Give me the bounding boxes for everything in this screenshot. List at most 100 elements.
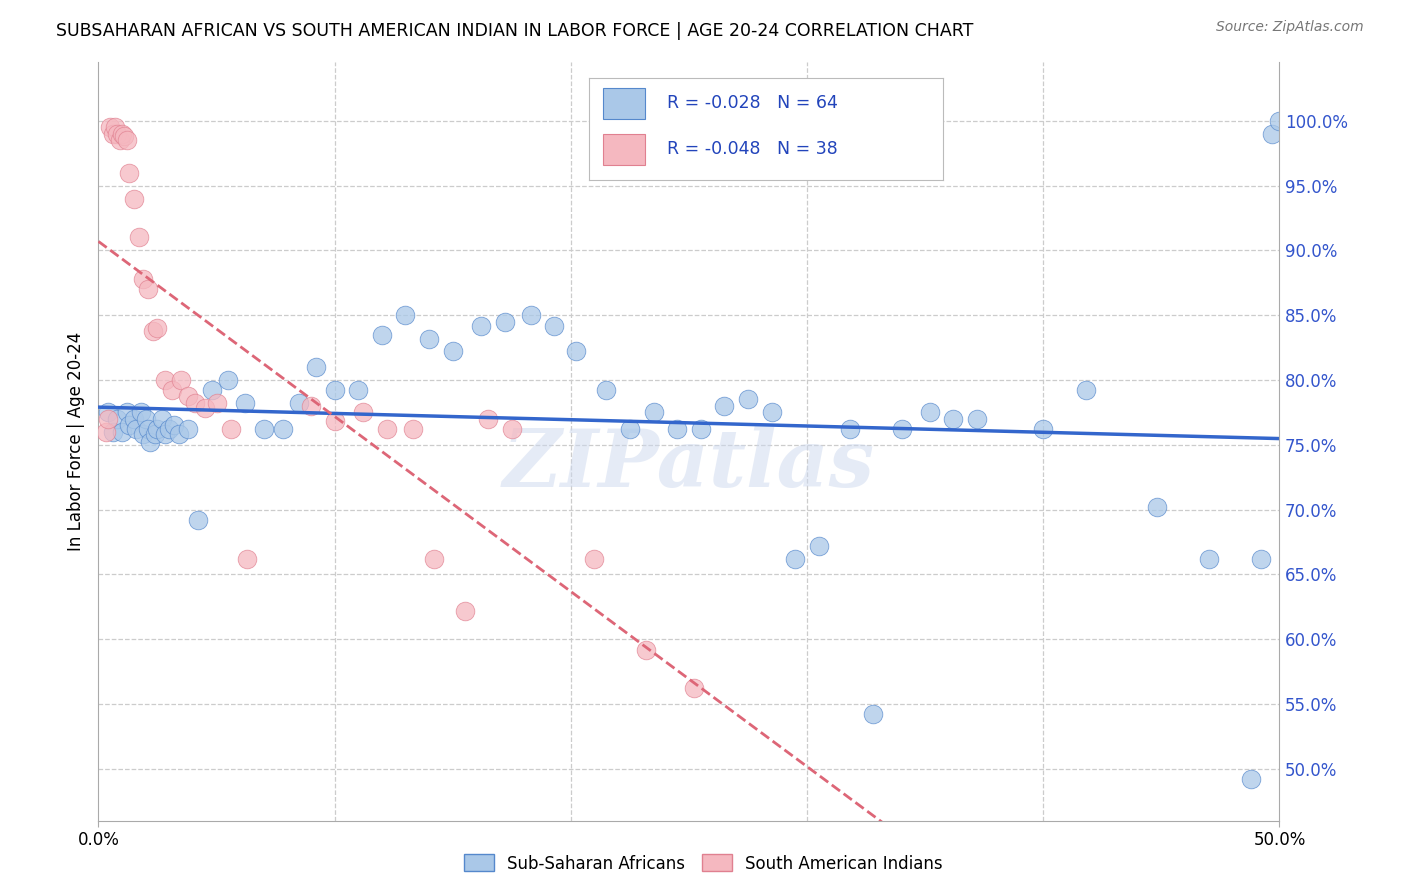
- Point: [219, 422, 242, 436]
- Point: [105, 127, 128, 141]
- Point: [375, 422, 398, 436]
- Point: [271, 422, 294, 436]
- Point: [217, 373, 239, 387]
- Point: [785, 551, 807, 566]
- Point: [205, 396, 228, 410]
- Point: [233, 396, 256, 410]
- Point: [666, 422, 689, 436]
- Point: [1240, 772, 1263, 787]
- Point: [104, 120, 127, 135]
- Point: [643, 405, 665, 419]
- Point: [441, 344, 464, 359]
- Point: [94, 425, 117, 439]
- Point: [1250, 551, 1272, 566]
- Point: [111, 127, 134, 141]
- Point: [394, 308, 416, 322]
- Point: [636, 642, 658, 657]
- Point: [838, 422, 860, 436]
- Point: [477, 412, 499, 426]
- Point: [299, 399, 322, 413]
- Point: [153, 427, 176, 442]
- Legend: Sub-Saharan Africans, South American Indians: Sub-Saharan Africans, South American Ind…: [457, 847, 949, 880]
- Point: [97, 405, 120, 419]
- Point: [170, 373, 193, 387]
- Point: [453, 604, 475, 618]
- Point: [236, 551, 259, 566]
- Point: [494, 315, 516, 329]
- Point: [595, 384, 617, 398]
- Point: [132, 272, 155, 286]
- Point: [1268, 113, 1291, 128]
- Text: Source: ZipAtlas.com: Source: ZipAtlas.com: [1216, 20, 1364, 34]
- Point: [118, 166, 141, 180]
- Point: [371, 327, 394, 342]
- Point: [323, 414, 346, 428]
- Point: [177, 388, 200, 402]
- Point: [115, 133, 138, 147]
- Point: [543, 318, 565, 333]
- Point: [761, 405, 783, 419]
- Point: [807, 539, 830, 553]
- Point: [862, 707, 884, 722]
- Point: [115, 405, 138, 419]
- Point: [160, 384, 183, 398]
- Point: [519, 308, 541, 322]
- Point: [288, 396, 311, 410]
- Point: [150, 412, 173, 426]
- Point: [167, 427, 190, 442]
- Point: [1198, 551, 1220, 566]
- Point: [153, 373, 176, 387]
- Point: [118, 418, 141, 433]
- Point: [157, 422, 180, 436]
- Point: [146, 321, 169, 335]
- Point: [101, 425, 124, 439]
- Point: [122, 192, 145, 206]
- Point: [966, 412, 988, 426]
- Point: [122, 412, 145, 426]
- Point: [201, 384, 224, 398]
- Point: [1032, 422, 1054, 436]
- Point: [253, 422, 276, 436]
- Text: SUBSAHARAN AFRICAN VS SOUTH AMERICAN INDIAN IN LABOR FORCE | AGE 20-24 CORRELATI: SUBSAHARAN AFRICAN VS SOUTH AMERICAN IND…: [56, 22, 973, 40]
- Point: [101, 127, 124, 141]
- Y-axis label: In Labor Force | Age 20-24: In Labor Force | Age 20-24: [66, 332, 84, 551]
- Point: [129, 405, 152, 419]
- Point: [423, 551, 446, 566]
- Point: [146, 422, 169, 436]
- Point: [108, 133, 131, 147]
- Point: [323, 384, 346, 398]
- Point: [135, 412, 157, 426]
- Point: [111, 425, 134, 439]
- Point: [105, 412, 128, 426]
- Point: [418, 331, 440, 345]
- Point: [737, 392, 759, 407]
- Point: [142, 324, 165, 338]
- Text: ZIPatlas: ZIPatlas: [503, 425, 875, 503]
- Point: [401, 422, 423, 436]
- Point: [305, 359, 328, 374]
- Point: [583, 551, 606, 566]
- Point: [143, 427, 166, 442]
- Point: [125, 422, 148, 436]
- Point: [1261, 127, 1284, 141]
- Point: [942, 412, 965, 426]
- Point: [1074, 384, 1097, 398]
- Point: [918, 405, 941, 419]
- Point: [187, 513, 209, 527]
- Point: [97, 412, 120, 426]
- Point: [194, 401, 217, 416]
- Point: [136, 282, 159, 296]
- Point: [112, 129, 135, 144]
- Point: [713, 399, 735, 413]
- Point: [682, 681, 704, 696]
- Point: [689, 422, 711, 436]
- Point: [470, 318, 492, 333]
- Point: [128, 230, 150, 244]
- Point: [98, 120, 121, 135]
- Point: [163, 418, 186, 433]
- Point: [177, 422, 200, 436]
- Point: [352, 405, 374, 419]
- Point: [132, 427, 155, 442]
- Point: [564, 344, 586, 359]
- Point: [619, 422, 641, 436]
